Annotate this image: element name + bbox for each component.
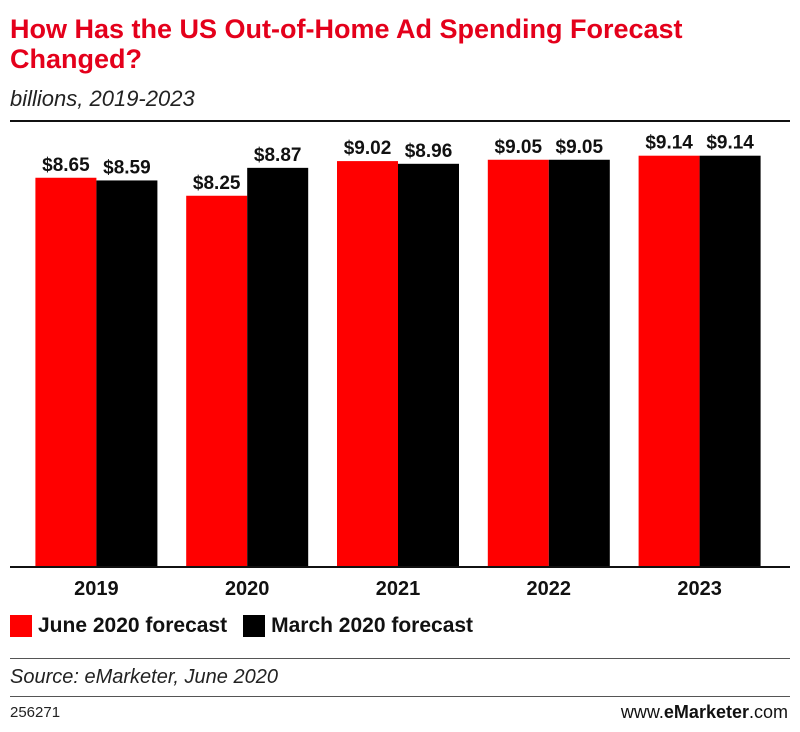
data-label-2020-june: $8.25 [193, 173, 241, 194]
footer-divider [10, 696, 790, 697]
bar-2023-june [638, 155, 700, 567]
x-tick-label-2021: 2021 [376, 578, 421, 600]
chart-subtitle: billions, 2019-2023 [10, 86, 195, 111]
legend-item-june: June 2020 forecast [10, 614, 227, 638]
title-divider [10, 120, 790, 122]
brand-prefix: www. [620, 702, 664, 722]
bar-2021-march [398, 163, 459, 568]
legend-label-march: March 2020 forecast [271, 614, 474, 637]
legend-divider [10, 658, 790, 659]
bar-2019-march [96, 180, 158, 567]
brand-link[interactable]: www.eMarketer.com [621, 702, 788, 723]
bar-2022-march [548, 159, 610, 567]
bar-2023-march [699, 155, 761, 567]
bar-2019-june [35, 177, 97, 567]
data-label-2022-march: $9.05 [556, 137, 604, 158]
legend-swatch-june [10, 615, 32, 637]
bar-2020-june [186, 195, 248, 567]
x-tick-label-2020: 2020 [225, 578, 270, 600]
data-label-2019-march: $8.59 [103, 157, 151, 178]
chart-legend: June 2020 forecast March 2020 forecast [10, 614, 489, 638]
bar-2021-june [337, 161, 398, 567]
data-label-2019-june: $8.65 [42, 155, 90, 176]
x-tick-label-2019: 2019 [74, 578, 119, 600]
data-label-2023-march: $9.14 [706, 133, 754, 154]
brand-suffix: .com [748, 702, 788, 722]
data-label-2022-june: $9.05 [495, 137, 543, 158]
legend-swatch-march [243, 615, 266, 637]
source-note: Source: eMarketer, June 2020 [10, 666, 278, 688]
bar-2022-june [487, 159, 549, 567]
chart-title: How Has the US Out-of-Home Ad Spending F… [10, 14, 683, 74]
bar-2020-march [247, 167, 309, 567]
brand-name: eMarketer [663, 702, 749, 722]
legend-label-june: June 2020 forecast [38, 614, 228, 637]
data-label-2021-march: $8.96 [405, 141, 453, 162]
legend-item-march: March 2020 forecast [243, 614, 473, 638]
x-tick-label-2022: 2022 [527, 578, 572, 600]
data-label-2021-june: $9.02 [344, 138, 392, 159]
data-label-2023-june: $9.14 [645, 133, 693, 154]
data-label-2020-march: $8.87 [254, 145, 302, 166]
bar-chart: $8.65 $8.59 2019 $8.25 $8.87 2020 $9.02 $8.96 20… [10, 133, 790, 600]
x-tick-label-2023: 2023 [677, 578, 722, 600]
chart-id: 256271 [10, 704, 61, 721]
